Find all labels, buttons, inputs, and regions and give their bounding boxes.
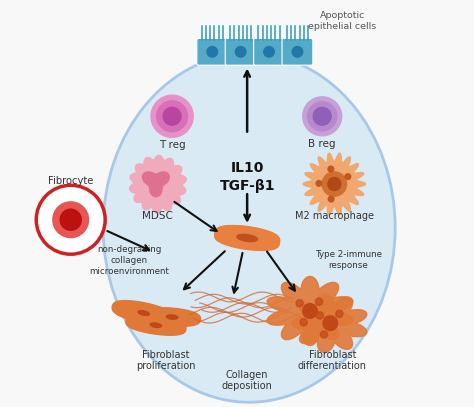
Polygon shape	[303, 153, 365, 215]
Text: M2 macrophage: M2 macrophage	[295, 211, 374, 221]
Text: IL10
TGF-β1: IL10 TGF-β1	[219, 161, 275, 193]
Ellipse shape	[165, 314, 179, 320]
Circle shape	[328, 177, 341, 190]
Polygon shape	[112, 301, 175, 326]
Polygon shape	[142, 172, 169, 197]
FancyBboxPatch shape	[197, 38, 228, 65]
Text: T reg: T reg	[159, 140, 185, 150]
Circle shape	[207, 46, 218, 57]
Ellipse shape	[236, 234, 258, 242]
Polygon shape	[126, 315, 186, 335]
Polygon shape	[267, 276, 353, 346]
FancyBboxPatch shape	[225, 38, 256, 65]
Circle shape	[336, 310, 343, 317]
Text: MDSC: MDSC	[143, 211, 173, 221]
Circle shape	[313, 107, 331, 125]
Text: B reg: B reg	[309, 139, 336, 149]
Circle shape	[157, 101, 188, 132]
Circle shape	[264, 46, 274, 57]
FancyBboxPatch shape	[254, 38, 284, 65]
Circle shape	[322, 172, 346, 196]
Circle shape	[300, 319, 307, 326]
Text: Collagen
deposition: Collagen deposition	[222, 370, 273, 392]
Polygon shape	[144, 308, 201, 326]
Circle shape	[328, 166, 334, 172]
Text: Fibroblast
differentiation: Fibroblast differentiation	[298, 350, 367, 371]
Circle shape	[316, 312, 324, 319]
Circle shape	[292, 46, 303, 57]
Text: Fibroblast
proliferation: Fibroblast proliferation	[136, 350, 196, 371]
Circle shape	[328, 196, 334, 202]
Circle shape	[163, 107, 181, 125]
Circle shape	[36, 185, 105, 254]
Circle shape	[303, 97, 342, 136]
Polygon shape	[215, 225, 280, 250]
Ellipse shape	[103, 53, 395, 402]
Circle shape	[151, 95, 193, 138]
Circle shape	[316, 181, 322, 186]
Circle shape	[320, 331, 328, 338]
Circle shape	[53, 202, 89, 238]
Circle shape	[315, 298, 323, 305]
Polygon shape	[129, 155, 186, 213]
Circle shape	[303, 304, 317, 318]
Circle shape	[296, 300, 303, 307]
Circle shape	[308, 102, 337, 131]
Circle shape	[236, 46, 246, 57]
Ellipse shape	[149, 322, 162, 328]
FancyBboxPatch shape	[282, 38, 313, 65]
Circle shape	[345, 174, 351, 179]
Polygon shape	[292, 294, 367, 352]
Circle shape	[323, 316, 337, 330]
Text: Type 2-immune
response: Type 2-immune response	[315, 250, 382, 270]
Ellipse shape	[137, 310, 150, 316]
Text: Apoptotic
epithelial cells: Apoptotic epithelial cells	[308, 11, 376, 31]
Text: Fibrocyte: Fibrocyte	[48, 176, 93, 186]
Circle shape	[60, 209, 81, 230]
Text: non-degrading
collagen
microenvironment: non-degrading collagen microenvironment	[90, 245, 169, 276]
